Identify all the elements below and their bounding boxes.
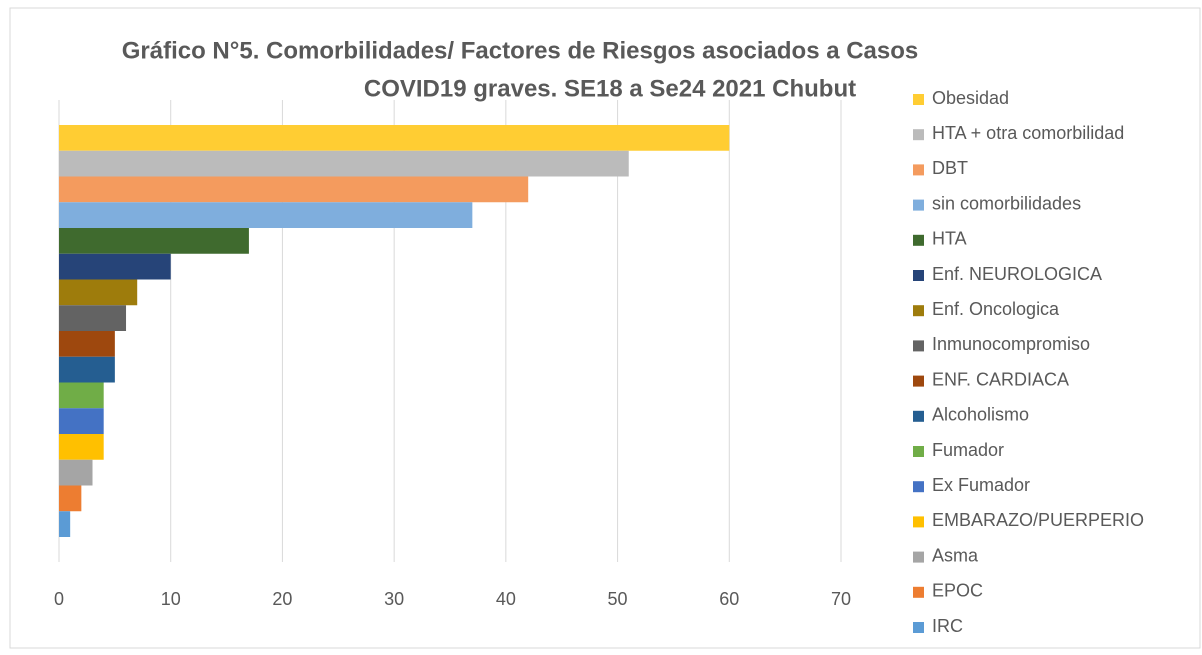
bar: [59, 511, 71, 537]
legend-swatch: [913, 622, 924, 633]
x-tick-label: 40: [496, 589, 516, 609]
bar: [59, 382, 104, 409]
legend-label: Asma: [932, 545, 979, 565]
legend-label: HTA + otra comorbilidad: [932, 123, 1124, 143]
x-tick-label: 0: [54, 589, 64, 609]
legend-swatch: [913, 340, 924, 352]
x-tick-label: 10: [161, 589, 181, 609]
chart-title: Gráfico N°5. Comorbilidades/ Factores de…: [122, 37, 919, 64]
bar: [59, 253, 171, 280]
legend-label: HTA: [932, 229, 967, 249]
bar: [59, 356, 115, 383]
bar: [59, 485, 82, 512]
legend-swatch: [913, 481, 924, 493]
legend-swatch: [913, 199, 924, 211]
legend-swatch: [913, 375, 924, 387]
legend-swatch: [913, 94, 924, 105]
bar: [59, 408, 104, 434]
legend-label: Obesidad: [932, 88, 1009, 108]
legend-swatch: [913, 270, 924, 281]
legend-label: Inmunocompromiso: [932, 334, 1090, 354]
legend-label: Ex Fumador: [932, 475, 1030, 495]
x-tick-label: 70: [831, 589, 851, 609]
legend-swatch: [913, 305, 924, 317]
bar: [59, 459, 93, 486]
legend-swatch: [913, 551, 924, 563]
chart-title: COVID19 graves. SE18 a Se24 2021 Chubut: [364, 75, 856, 102]
legend-swatch: [913, 129, 924, 141]
bar: [59, 176, 529, 203]
bar: [59, 331, 115, 357]
legend-label: Fumador: [932, 440, 1004, 460]
bar: [59, 228, 249, 254]
chart-frame: [9, 7, 1201, 649]
legend-label: sin comorbilidades: [932, 193, 1081, 213]
legend-swatch: [913, 586, 924, 598]
bar: [59, 202, 473, 228]
legend-label: DBT: [932, 158, 968, 178]
x-tick-label: 30: [384, 589, 404, 609]
legend-label: Enf. Oncologica: [932, 299, 1060, 319]
legend-swatch: [913, 446, 924, 457]
legend-swatch: [913, 234, 924, 246]
x-tick-label: 60: [719, 589, 739, 609]
bar: [59, 279, 138, 306]
x-tick-label: 20: [272, 589, 292, 609]
x-tick-label: 50: [608, 589, 628, 609]
legend-label: EMBARAZO/PUERPERIO: [932, 510, 1144, 530]
legend-label: ENF. CARDIACA: [932, 369, 1069, 389]
bar: [59, 434, 104, 460]
bar: [59, 150, 629, 177]
legend-label: Alcoholismo: [932, 405, 1029, 425]
legend-label: IRC: [932, 616, 963, 636]
legend-swatch: [913, 516, 924, 528]
legend-swatch: [913, 164, 924, 176]
bar: [59, 305, 127, 331]
bar: [59, 125, 730, 151]
legend-swatch: [913, 410, 924, 422]
legend-label: Enf. NEUROLOGICA: [932, 264, 1102, 284]
legend-label: EPOC: [932, 581, 983, 601]
